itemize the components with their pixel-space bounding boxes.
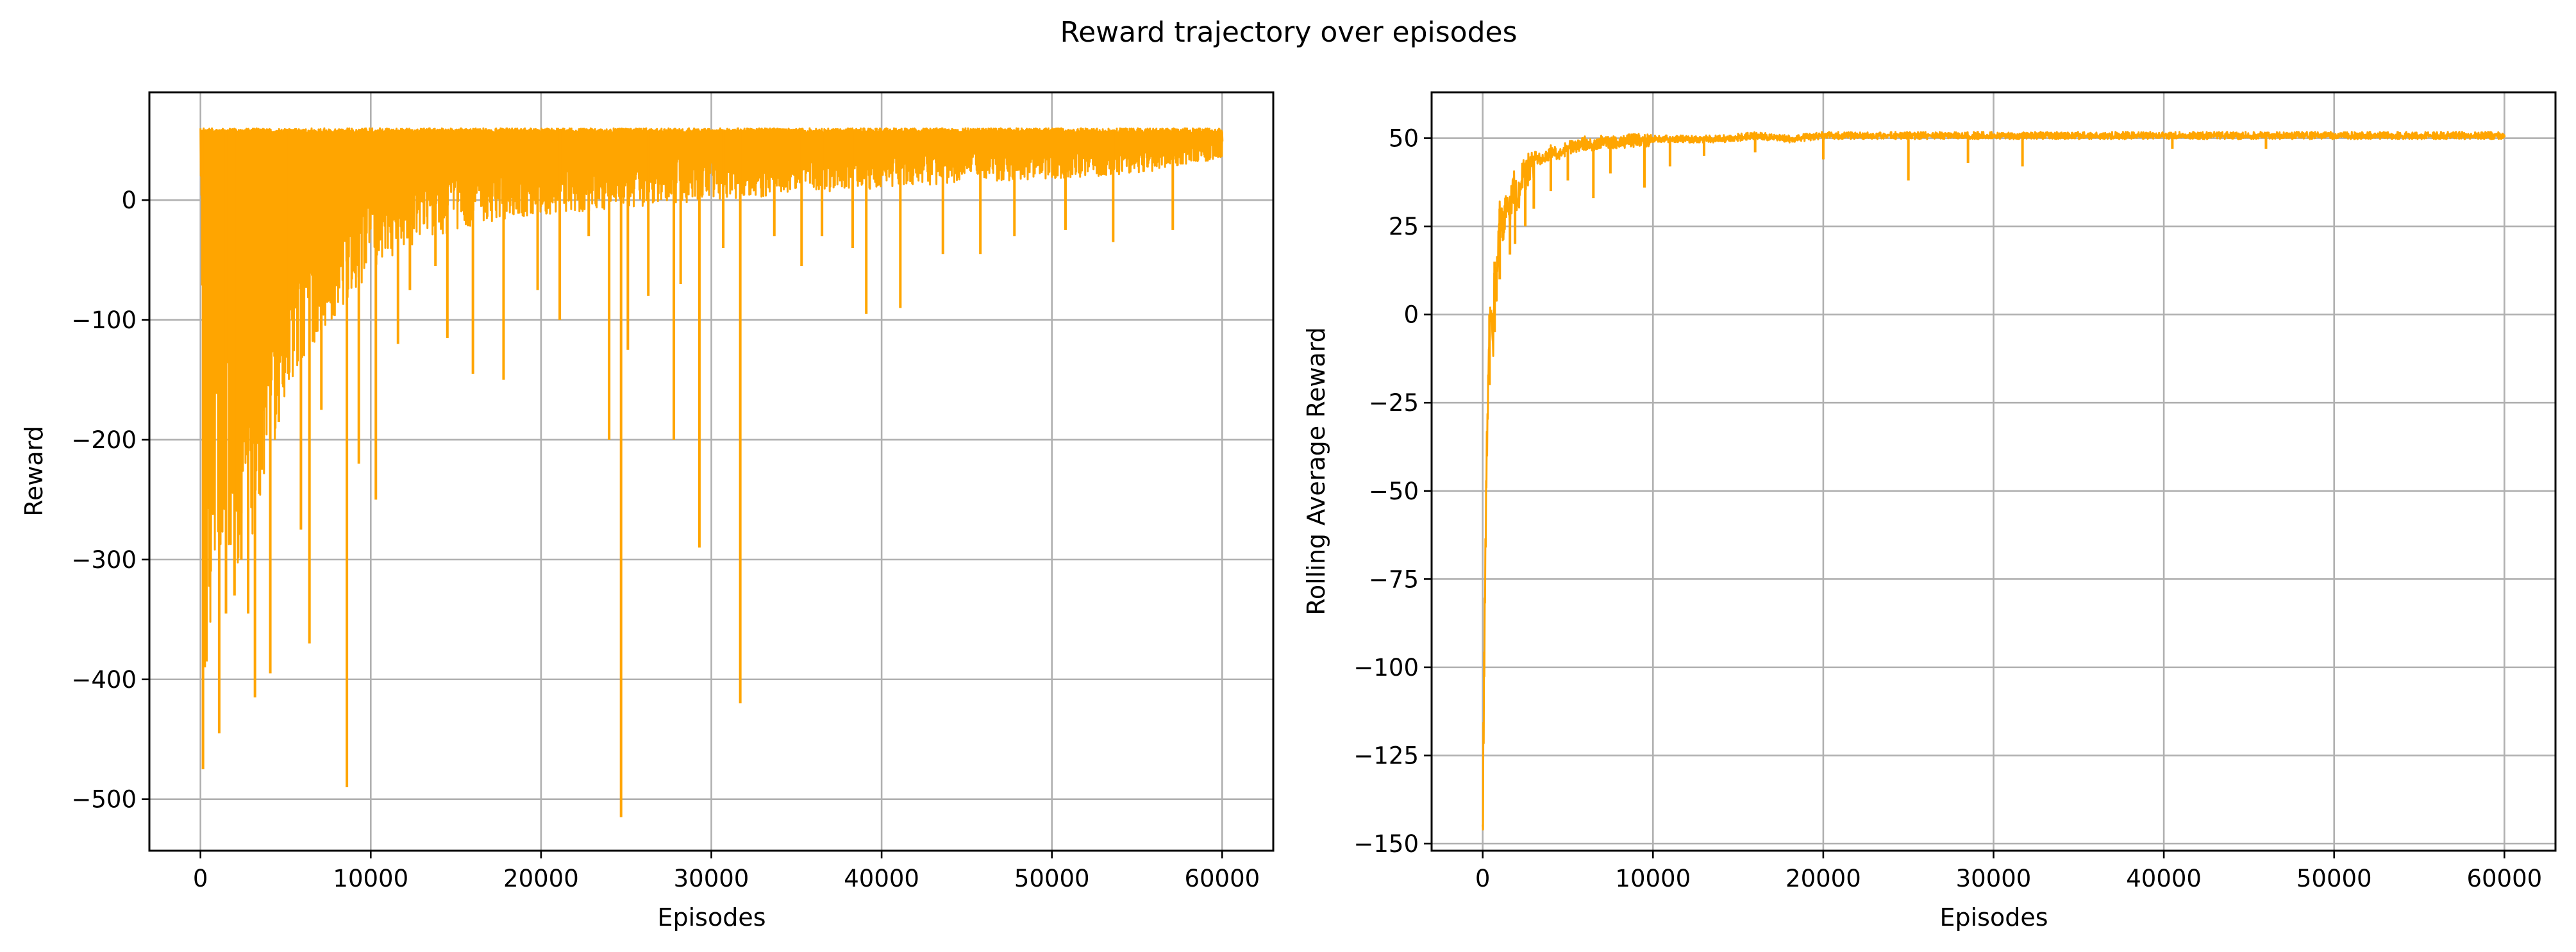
x-tick-label: 40000: [2126, 865, 2202, 892]
x-tick-label: 50000: [1014, 865, 1090, 892]
x-tick-label: 50000: [2296, 865, 2372, 892]
x-tick-label: 10000: [333, 865, 408, 892]
y-tick-label: 0: [121, 187, 137, 214]
left-grid: [149, 92, 1273, 851]
right-xticks: 0 10000 20000 30000 40000 50000 60000: [1475, 851, 2542, 892]
y-tick-label: −200: [71, 426, 137, 454]
y-tick-label: −25: [1369, 389, 1419, 417]
left-x-axis-label: Episodes: [657, 903, 765, 931]
y-tick-label: 50: [1389, 125, 1419, 153]
x-tick-label: 20000: [503, 865, 579, 892]
y-tick-label: −500: [71, 786, 137, 814]
x-tick-label: 0: [193, 865, 208, 892]
right-yticks: −150 −125 −100 −75 −50 −25 0 25 50: [1353, 125, 1432, 858]
y-tick-label: −75: [1369, 565, 1419, 593]
left-xticks: 0 10000 20000 30000 40000 50000 60000: [193, 851, 1260, 892]
figure-title: Reward trajectory over episodes: [1060, 16, 1517, 49]
y-tick-label: −100: [71, 306, 137, 334]
right-plot: 0 10000 20000 30000 40000 50000 60000 −150 −125…: [1302, 91, 2557, 931]
y-tick-label: 25: [1389, 213, 1419, 240]
x-tick-label: 60000: [2466, 865, 2542, 892]
y-tick-label: 0: [1403, 301, 1419, 329]
x-tick-label: 30000: [674, 865, 749, 892]
y-tick-label: −125: [1353, 742, 1419, 769]
x-tick-label: 60000: [1184, 865, 1260, 892]
x-tick-label: 10000: [1615, 865, 1691, 892]
reward-line: [199, 127, 1224, 623]
y-tick-label: −300: [71, 546, 137, 574]
right-grid: [1432, 92, 2555, 851]
right-y-axis-label: Rolling Average Reward: [1302, 327, 1330, 615]
left-plot: 0 10000 20000 30000 40000 50000 60000 −500 −400…: [20, 91, 1275, 931]
right-series: [1482, 131, 2506, 831]
y-tick-label: −150: [1353, 830, 1419, 858]
left-series: [199, 127, 1224, 817]
x-tick-label: 20000: [1786, 865, 1861, 892]
right-x-axis-label: Episodes: [1939, 903, 2048, 931]
left-yticks: −500 −400 −300 −200 −100 0: [71, 187, 149, 814]
left-y-axis-label: Reward: [20, 426, 48, 517]
y-tick-label: −100: [1353, 654, 1419, 681]
x-tick-label: 0: [1475, 865, 1491, 892]
y-tick-label: −400: [71, 666, 137, 694]
x-tick-label: 40000: [844, 865, 919, 892]
rolling-average-line: [1482, 131, 2506, 831]
x-tick-label: 30000: [1956, 865, 2032, 892]
y-tick-label: −50: [1369, 478, 1419, 505]
